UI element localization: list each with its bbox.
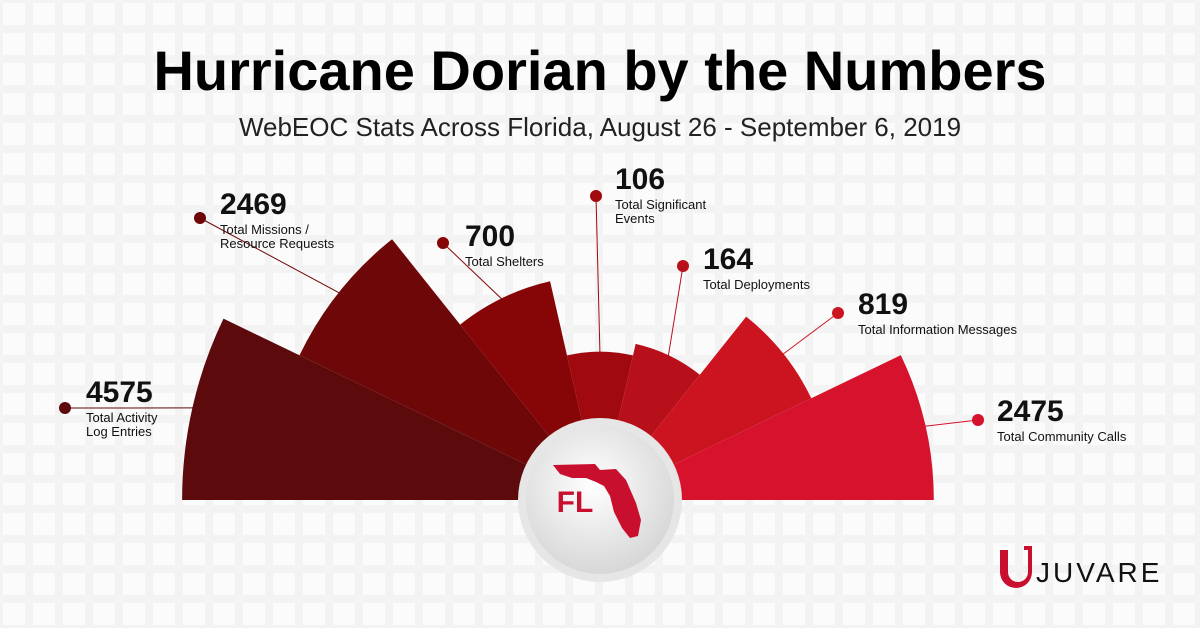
leader-dot [59,402,71,414]
leader-dot [590,190,602,202]
logo-mark [1000,546,1032,588]
stat-value: 4575 [86,376,153,409]
stat-value: 700 [465,220,516,253]
wedge [299,239,600,501]
stat-category: Total Missions / Resource Requests [220,222,335,251]
stat-label: 700 Total Shelters [465,222,585,269]
stat-value: 164 [703,243,754,276]
stat-category: Total Deployments [703,277,810,292]
stat-label: 106 Total Significant Events [615,165,730,226]
stat-label: 4575 Total Activity Log Entries [86,378,181,439]
stat-label: 2469 Total Missions / Resource Requests [220,190,350,251]
stat-label: 2475 Total Community Calls [997,397,1157,444]
leader-line [667,265,684,360]
wedge [182,318,600,500]
stat-value: 2475 [997,395,1064,428]
wedge [600,355,934,500]
leader-dot [437,237,449,249]
stat-category: Total Information Messages [858,322,1017,337]
stat-category: Total Activity Log Entries [86,410,158,439]
title: Hurricane Dorian by the Numbers [153,39,1047,102]
leader-line [921,419,979,428]
stat-category: Total Significant Events [615,197,707,226]
logo: JUVARE [1036,557,1163,588]
stat-value: 106 [615,163,666,196]
leader-dot [832,307,844,319]
stat-label: 819 Total Information Messages [858,290,1058,337]
leader-dot [194,212,206,224]
stat-value: 819 [858,288,909,321]
stat-value: 2469 [220,188,287,221]
leader-line [442,242,505,302]
subtitle: WebEOC Stats Across Florida, August 26 -… [238,112,962,142]
leader-dot [972,414,984,426]
stat-label: 164 Total Deployments [703,245,843,292]
leader-line [199,217,343,295]
stat-category: Total Shelters [465,254,544,269]
leader-line [595,195,601,356]
center-disc [526,426,674,574]
leader-line [779,312,839,357]
center-label: FL [557,486,594,519]
florida-shape [553,464,641,538]
stat-category: Total Community Calls [997,429,1127,444]
leader-dot [677,260,689,272]
